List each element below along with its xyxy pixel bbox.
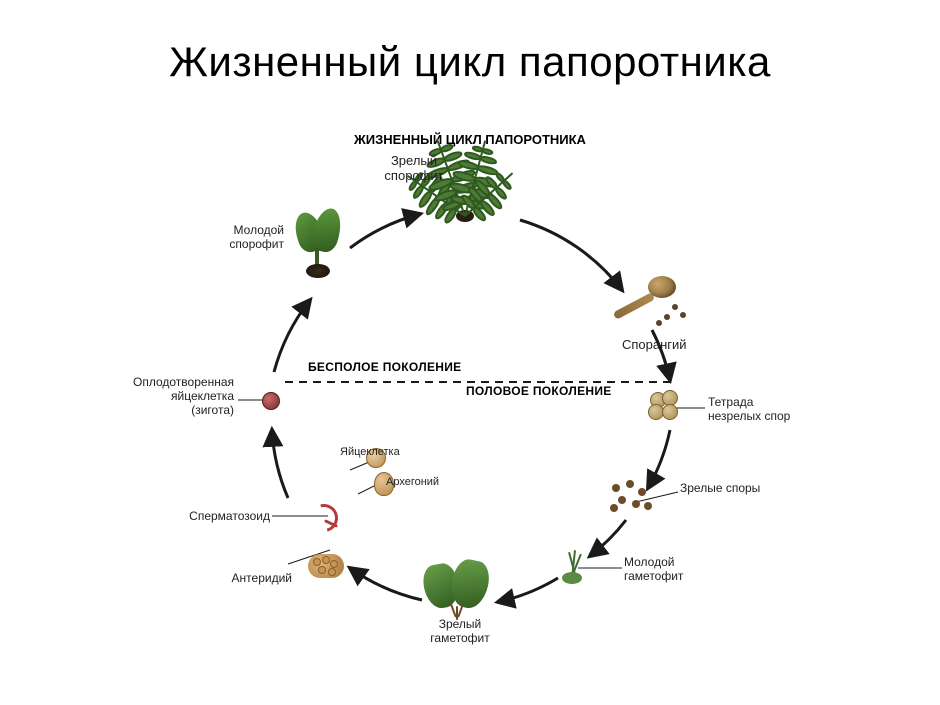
- lifecycle-diagram: БЕСПОЛОЕ ПОКОЛЕНИЕ ПОЛОВОЕ ПОКОЛЕНИЕ: [170, 120, 770, 680]
- young-gametophyte-icon: [550, 548, 600, 588]
- egg-label: Яйцеклетка: [340, 446, 400, 459]
- page-title: Жизненный цикл папоротника: [0, 38, 940, 86]
- young-sporophyte-label: Молодой спорофит: [204, 224, 284, 252]
- archegonium-label: Архегоний: [386, 476, 439, 489]
- mature-spores-label: Зрелые споры: [680, 482, 760, 496]
- young-sporophyte-icon: [282, 204, 352, 274]
- sperm-label: Сперматозоид: [178, 510, 270, 524]
- zygote-icon: [262, 392, 280, 410]
- sporangium-icon: [610, 270, 690, 330]
- sporangium-label: Спорангий: [622, 338, 687, 353]
- mature-sporophyte-label: Зрелый спорофит: [374, 154, 454, 184]
- sexual-generation-label: ПОЛОВОЕ ПОКОЛЕНИЕ: [466, 384, 612, 398]
- mature-spores-icon: [608, 480, 658, 520]
- page: Жизненный цикл папоротника ЖИЗНЕННЫЙ ЦИК…: [0, 0, 940, 705]
- zygote-label: Оплодотворенная яйцеклетка (зигота): [114, 376, 234, 417]
- asexual-generation-label: БЕСПОЛОЕ ПОКОЛЕНИЕ: [308, 360, 461, 374]
- sperm-icon: [310, 504, 340, 528]
- mature-gametophyte-icon: [422, 560, 492, 616]
- antheridium-label: Антеридий: [216, 572, 292, 586]
- antheridium-icon: [308, 552, 344, 580]
- tetrad-icon: [648, 390, 678, 420]
- mature-gametophyte-label: Зрелый гаметофит: [420, 618, 500, 646]
- tetrad-label: Тетрада незрелых спор: [708, 396, 818, 424]
- young-gametophyte-label: Молодой гаметофит: [624, 556, 714, 584]
